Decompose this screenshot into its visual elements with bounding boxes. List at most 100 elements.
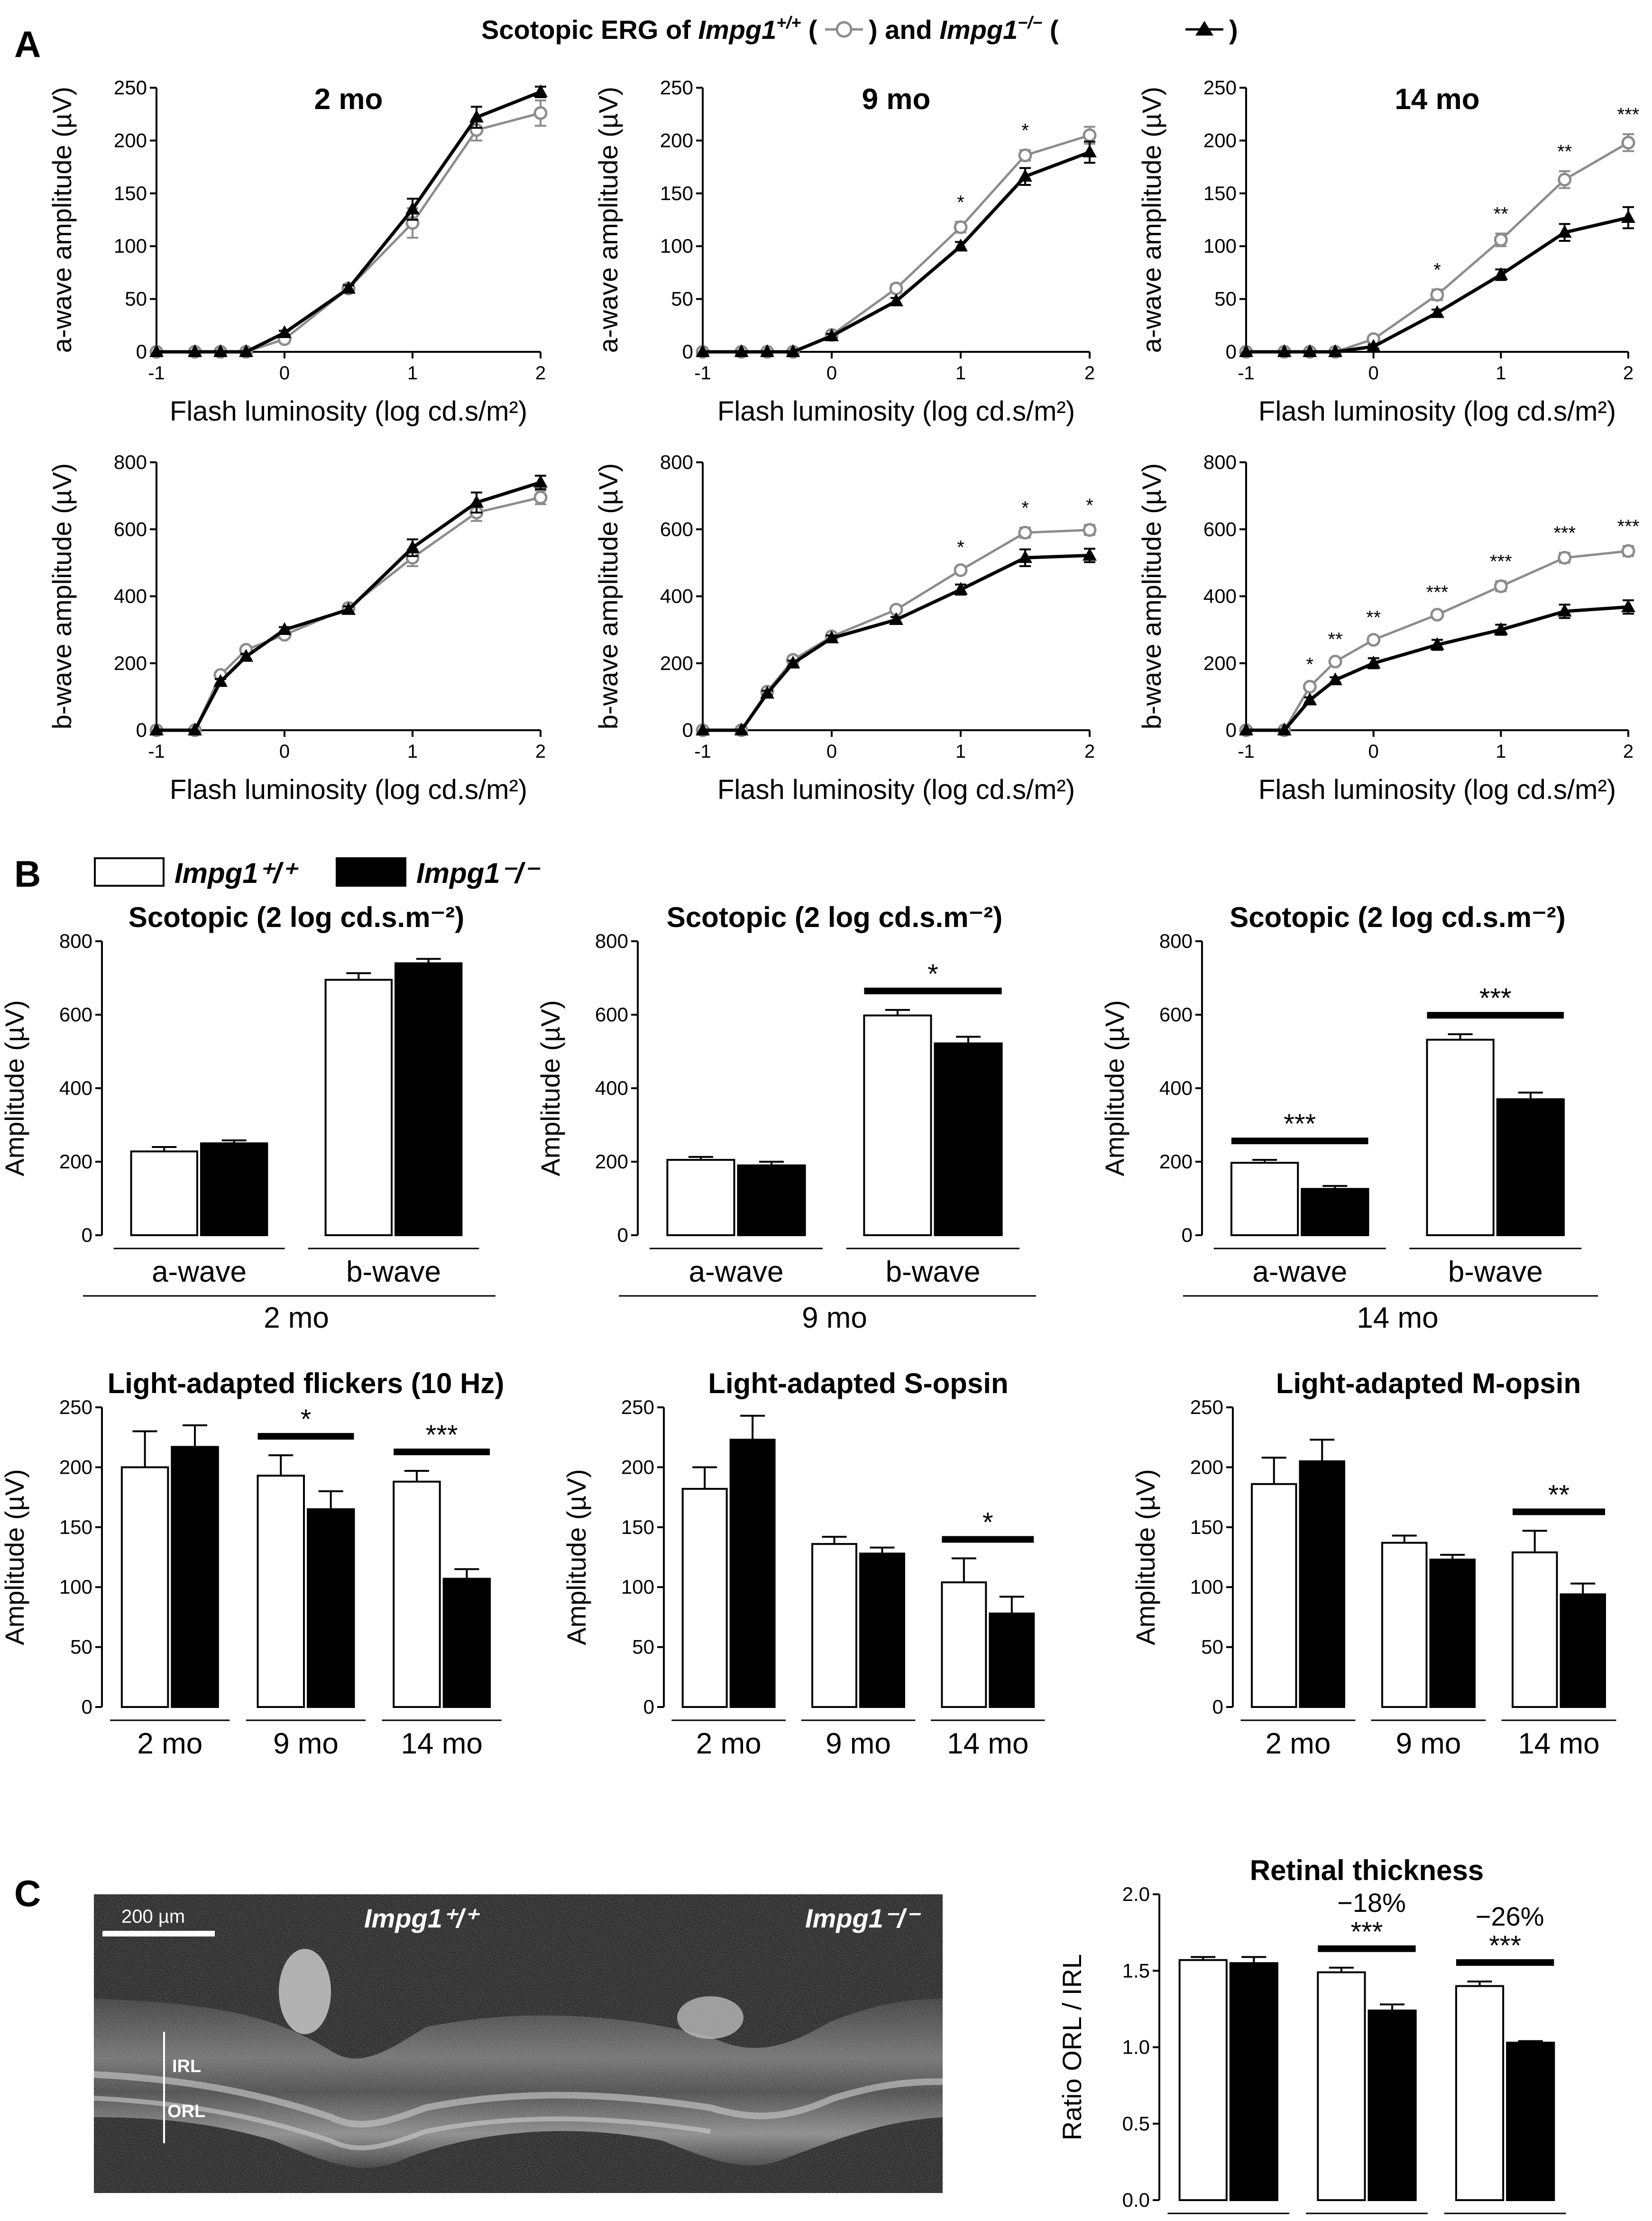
significance-mark: ***	[1490, 551, 1512, 572]
data-point-ko	[213, 344, 228, 357]
data-point-ko	[469, 495, 484, 508]
data-point-wt	[1018, 525, 1032, 540]
data-point-ko	[1366, 655, 1381, 669]
y-tick-label: 600	[1203, 518, 1237, 540]
x-axis-title: Flash luminosity (log cd.s/m²)	[1258, 396, 1616, 427]
y-tick-label: 50	[1214, 288, 1237, 310]
y-tick-label: 0	[1226, 340, 1237, 363]
x-axis-title: Flash luminosity (log cd.s/m²)	[170, 774, 527, 805]
x-tick-label: -1	[1238, 363, 1255, 384]
significance-mark: *	[1433, 260, 1441, 281]
data-point-ko	[760, 344, 774, 357]
bar-ko	[737, 1164, 806, 1236]
oct-label-ko: Impg1⁻/⁻	[805, 1903, 921, 1933]
chart-title: Scotopic (2 log cd.s.m⁻²)	[128, 901, 464, 933]
y-tick-label: 800	[114, 451, 147, 473]
panel-b-label: B	[14, 853, 41, 895]
y-tick-label: 0	[682, 719, 693, 741]
data-point-ko	[696, 723, 710, 735]
svg-text:): )	[1229, 15, 1238, 45]
bar-wt	[120, 1466, 169, 1708]
bar-ko	[442, 1578, 491, 1708]
y-tick-label: 200	[660, 129, 693, 151]
y-tick-label: 400	[114, 585, 147, 607]
data-point-wt	[1494, 233, 1508, 247]
bar-ko	[1229, 1962, 1278, 2201]
significance-mark: **	[1548, 1479, 1569, 1510]
y-tick-label: 200	[114, 652, 147, 674]
y-tick-label: 250	[1203, 76, 1237, 99]
data-point-ko	[533, 84, 548, 97]
data-point-wt	[1494, 579, 1508, 593]
significance-mark: **	[1494, 203, 1508, 224]
y-axis-title: b-wave amplitude (µV)	[1137, 463, 1166, 729]
chart-flicker: 0 50 100 150 200 250 Amplitude (µV) Light-adapt…	[0, 1367, 504, 1760]
data-point-wt	[1083, 128, 1097, 142]
percent-change: −26%	[1476, 1901, 1544, 1931]
data-point-wt	[1328, 654, 1342, 669]
percent-change: −18%	[1337, 1888, 1406, 1918]
chart-title: Light-adapted S-opsin	[708, 1367, 1008, 1399]
y-tick-label: 150	[621, 1516, 654, 1538]
data-point-ko	[341, 281, 356, 294]
y-axis-title: b-wave amplitude (µV)	[47, 463, 77, 729]
x-tick-label: 2	[535, 741, 546, 762]
bar-ko	[989, 1612, 1035, 1708]
y-tick-label: 200	[1159, 1150, 1193, 1173]
series-line	[1246, 216, 1629, 354]
bar-ko	[934, 1042, 1003, 1236]
x-tick-label: -1	[1238, 741, 1255, 762]
data-point-ko	[954, 239, 968, 252]
bar-ko	[1496, 1098, 1565, 1236]
y-tick-label: 0.5	[1122, 2112, 1150, 2135]
y-tick-label: 150	[59, 1516, 92, 1538]
group-label: b-wave	[886, 1256, 981, 1288]
chart-retinal-thickness: 0.0 0.5 1.0 1.5 2.0 Ratio ORL / IRL Retinal th…	[1057, 1854, 1566, 2221]
y-tick-label: 200	[1203, 652, 1237, 674]
data-point-ko	[734, 723, 749, 735]
bar-wt	[1426, 1038, 1495, 1236]
data-point-ko	[277, 325, 292, 338]
data-point-ko	[1328, 344, 1343, 357]
data-point-ko	[405, 540, 420, 553]
significance-mark: *	[301, 1404, 312, 1435]
series-line	[703, 150, 1091, 354]
panel-a-label: A	[14, 23, 41, 65]
significance-mark: *	[927, 959, 938, 990]
significance-mark: *	[957, 192, 964, 213]
data-point-ko	[1328, 672, 1343, 686]
y-tick-label: 50	[671, 288, 693, 310]
svg-text:Scotopic ERG of Impg1+/+ (: Scotopic ERG of Impg1+/+ (	[481, 13, 817, 45]
y-tick-label: 100	[621, 1576, 654, 1598]
x-tick-label: 0	[1368, 363, 1379, 384]
y-tick-label: 50	[1201, 1636, 1223, 1658]
y-tick-label: 50	[125, 288, 147, 310]
data-point-wt	[1430, 288, 1444, 302]
series-line	[1246, 141, 1629, 353]
significance-mark: ***	[426, 1420, 458, 1450]
data-point-ko	[1303, 344, 1317, 357]
bar-ko	[729, 1439, 776, 1708]
bar-wt	[863, 1014, 932, 1237]
y-tick-label: 250	[1190, 1396, 1223, 1418]
data-point-ko	[1494, 267, 1508, 280]
y-tick-label: 600	[660, 518, 693, 540]
data-point-ko	[1621, 210, 1635, 223]
y-tick-label: 200	[59, 1456, 92, 1478]
group-label: 2 mo	[1266, 1727, 1331, 1760]
significance-mark: *	[1306, 654, 1314, 675]
data-point-ko	[1083, 548, 1097, 561]
x-tick-label: 2	[535, 363, 546, 384]
data-point-ko	[149, 344, 164, 357]
data-point-ko	[825, 328, 839, 341]
y-tick-label: 200	[621, 1456, 654, 1478]
significance-mark: ***	[1617, 104, 1640, 125]
data-point-ko	[1621, 599, 1635, 613]
legend-ko-swatch	[336, 857, 406, 887]
y-tick-label: 50	[632, 1636, 654, 1658]
x-tick-label: 2	[1623, 363, 1634, 384]
